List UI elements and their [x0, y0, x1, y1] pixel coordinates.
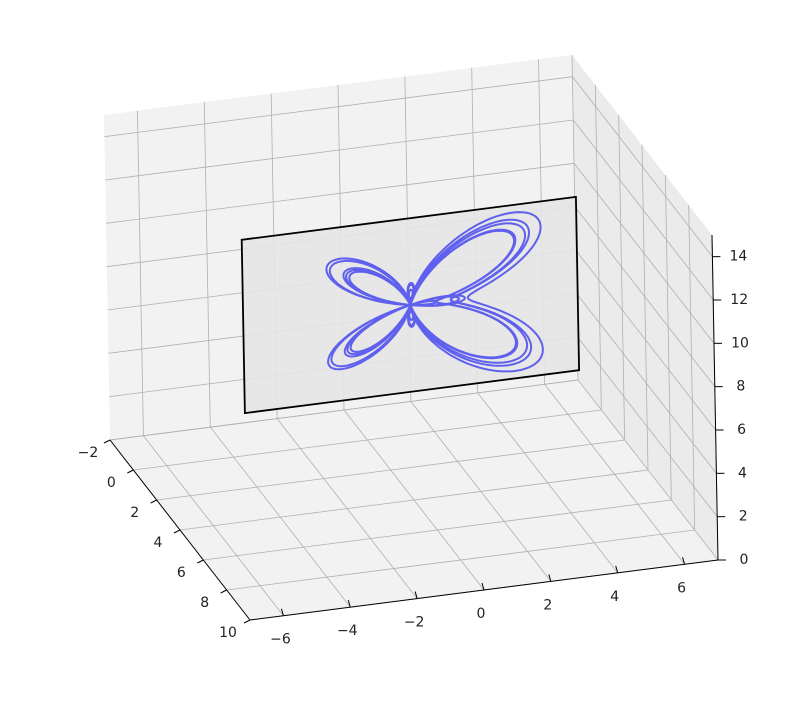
x-axis-tick-label: 8	[200, 595, 209, 611]
y-grid-line-wall	[203, 102, 211, 428]
z-axis-tick-label: 0	[740, 552, 749, 568]
y-grid-line-floor	[143, 435, 284, 616]
z-axis-tick-label: 6	[737, 422, 746, 438]
x-grid-line-wall	[618, 114, 626, 441]
y-axis-tick-label: −4	[337, 623, 358, 639]
y-axis-tick	[481, 582, 485, 591]
z-grid-line-side	[572, 76, 713, 257]
x-axis-tick-label: 0	[107, 475, 116, 491]
z-grid-line-side	[574, 206, 716, 387]
y-grid-line-wall	[137, 110, 144, 436]
x-axis-tick	[127, 469, 134, 474]
y-axis-tick	[347, 600, 351, 608]
z-grid-line-side	[577, 379, 719, 561]
x-axis-tick	[103, 439, 111, 444]
y-axis-tick	[280, 608, 284, 616]
z-grid-line-side	[575, 249, 716, 431]
z-grid-line-back	[104, 76, 573, 138]
butterfly-curve-line	[325, 211, 544, 373]
x-axis-tick	[173, 529, 181, 534]
z-axis-tick-label: 4	[738, 465, 747, 481]
x-axis-tick	[243, 619, 251, 624]
y-axis-tick-label: 2	[543, 597, 552, 613]
x-axis-tick	[220, 589, 227, 594]
z-axis-tick-label: 8	[736, 379, 745, 395]
z-axis-ticks: 0 2 4 6 8 10 12 14	[712, 249, 749, 568]
z-grid-line-side	[576, 293, 717, 474]
x-grid-line-wall	[664, 174, 672, 501]
y-axis-ticks: −6 −4 −2 0 2 4 6	[270, 557, 686, 648]
y-axis-tick-label: 6	[677, 580, 686, 596]
x-axis-tick-label: 10	[219, 625, 237, 641]
y-grid-line-floor	[544, 384, 685, 565]
y-axis-tick	[548, 574, 552, 582]
x-grid-line-wall	[594, 84, 602, 411]
z-grid-line-back	[105, 162, 575, 224]
y-axis-tick-label: 0	[477, 606, 486, 622]
x-grid-line-wall	[641, 144, 649, 471]
y-axis-tick	[414, 591, 418, 599]
y-axis-tick-label: −2	[404, 615, 425, 631]
z-grid-line-side	[576, 336, 718, 517]
y-axis-tick	[682, 557, 686, 565]
y-axis-tick-label: −6	[270, 632, 291, 648]
y-axis-tick	[615, 565, 619, 573]
x-grid-line-wall	[688, 204, 696, 531]
z-grid-line-back	[105, 119, 574, 181]
x-axis-tick	[197, 559, 204, 564]
x-axis-tick-label: −2	[78, 445, 99, 461]
y-grid-line-floor	[477, 392, 619, 574]
x-axis-tick	[150, 499, 157, 504]
z-axis-tick-label: 2	[739, 509, 748, 525]
y-axis-tick-label: 4	[610, 589, 619, 605]
z-axis-tick-label: 12	[730, 292, 748, 308]
z-grid-line-back	[109, 379, 579, 441]
z-axis-tick-label: 10	[731, 335, 749, 351]
z-grid-line-side	[573, 163, 715, 344]
z-axis-tick-label: 14	[729, 249, 747, 265]
y-grid-line-floor	[410, 401, 552, 582]
y-grid-line-floor	[343, 409, 485, 591]
z-grid-line-side	[572, 119, 714, 301]
x-axis-tick-label: 4	[154, 535, 163, 551]
y-grid-line-floor	[209, 426, 351, 608]
x-axis-tick-label: 2	[130, 505, 139, 521]
x-axis-tick-label: 6	[177, 565, 186, 581]
y-grid-line-floor	[276, 418, 418, 599]
butterfly-curve	[325, 211, 544, 373]
z-axis-line	[711, 234, 719, 561]
